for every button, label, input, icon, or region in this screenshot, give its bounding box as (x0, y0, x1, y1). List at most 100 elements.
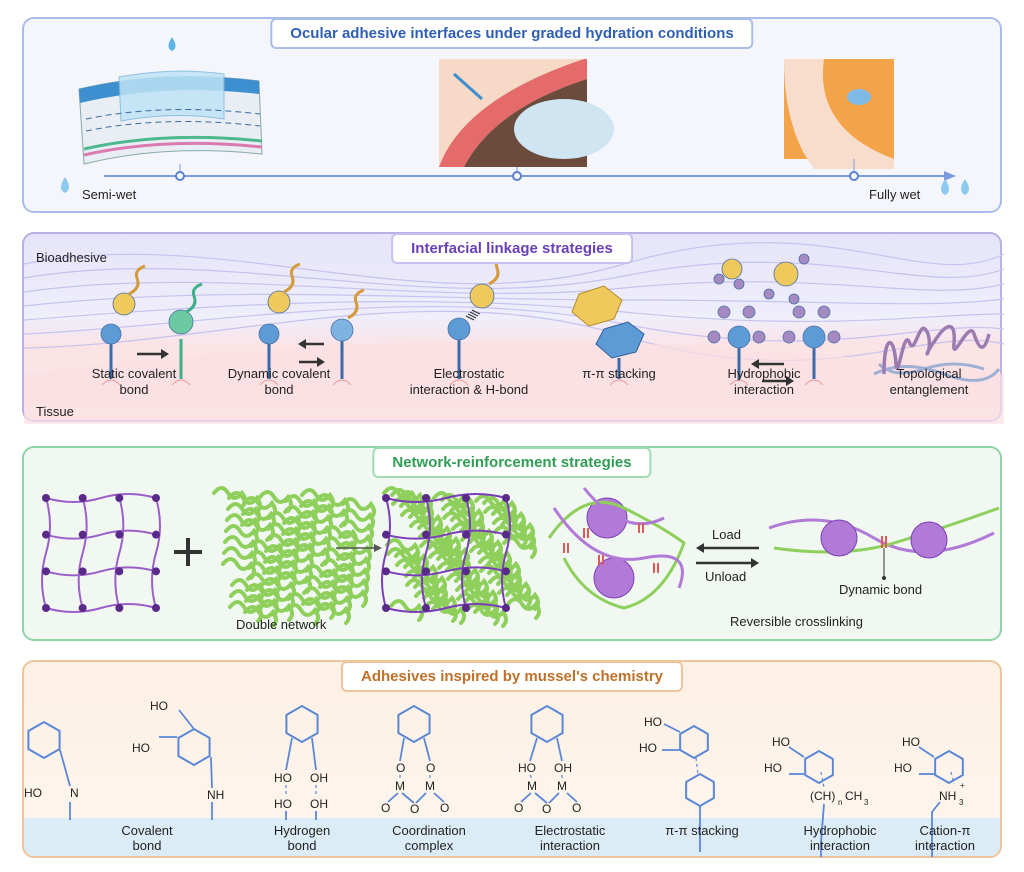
molecule-ball (112, 292, 136, 316)
polymer-coil (820, 519, 858, 557)
first-network-strand (45, 529, 157, 540)
molecule-ball (802, 325, 826, 349)
crosslink-node (152, 494, 160, 502)
chem-label-o: O (396, 761, 406, 775)
crosslink-node (502, 530, 510, 539)
polymer-chain (242, 496, 277, 519)
crosslink-node (78, 530, 87, 539)
polymer-chain (315, 493, 350, 516)
interaction-label-l1: π-π stacking (665, 823, 739, 838)
aromatic-ring (571, 285, 623, 327)
chem-label-ho: HO (150, 699, 168, 713)
polymer-chain (298, 510, 333, 533)
polymer-chain (296, 532, 331, 555)
polymer-chain (240, 518, 275, 541)
molecule-ball (713, 273, 725, 285)
timeline-node (512, 171, 522, 181)
benzene-ring (285, 704, 319, 744)
tissue-anchor (804, 379, 824, 386)
tissue-label: Tissue (36, 404, 74, 419)
polymer-strand (24, 310, 1004, 361)
crosslink-node (502, 494, 510, 502)
molecule-ball (330, 318, 354, 342)
benzene-ring (934, 749, 964, 785)
bond-line (820, 803, 825, 843)
polymer-chain (241, 507, 276, 530)
polymer-chain (487, 566, 522, 589)
polymer-chain (477, 546, 512, 569)
crosslink-node (152, 604, 160, 612)
arrow-head (161, 349, 169, 359)
polymer-chain (496, 577, 531, 600)
chem-label-ho: HO (274, 771, 292, 785)
timeline-node (175, 171, 185, 181)
molecule-ball (258, 323, 280, 345)
polymer-chain (337, 541, 372, 564)
chem-label-o: O (542, 802, 552, 816)
dynamic-bond-mark (563, 543, 569, 553)
crosslink-node (42, 567, 50, 576)
interpenetrated-network-strand (385, 603, 507, 613)
bond-line (788, 746, 805, 758)
crosslink-node (382, 530, 390, 539)
strategy-label-l1: Topological (896, 366, 962, 381)
crosslink-node (462, 567, 470, 576)
interaction-label-l2: interaction (540, 838, 600, 853)
bond-line (663, 723, 681, 733)
bond-line (399, 737, 405, 762)
polymer-chain (385, 538, 420, 561)
linkage-panel: Interfacial linkage strategies Bioadhesi… (22, 232, 1004, 424)
bond-line (556, 737, 563, 762)
molecule-tail (283, 262, 301, 294)
polymer-chain (258, 490, 293, 513)
polymer-strand (24, 261, 1004, 290)
molecule-ball (469, 283, 495, 309)
interpenetrated-network-strand (461, 497, 471, 609)
retina-illustration (784, 59, 894, 169)
crosslink-node (42, 604, 50, 612)
polymer-chain (338, 530, 373, 553)
water-drop-icon (941, 179, 949, 195)
aromatic-ring (595, 321, 645, 359)
chem-label-o: O (426, 761, 436, 775)
chem-label-oh: OH (554, 761, 572, 775)
polymer-chain (243, 605, 278, 628)
strategy-label-l1: Dynamic covalent (227, 366, 331, 381)
tissue-anchor (171, 379, 191, 386)
chem-label-nh: NH (207, 788, 225, 802)
polymer-chain (450, 513, 485, 536)
interaction-line (950, 771, 955, 785)
polymer-chain (464, 594, 499, 617)
molecule-tail (128, 264, 146, 296)
dynamic-bond-mark (653, 563, 659, 573)
double-network-label: Double network (236, 617, 327, 632)
hydration-illustration (61, 37, 969, 195)
chem-label-ch3: CH (845, 789, 863, 803)
first-network-strand (45, 603, 157, 613)
polymer-chain (506, 597, 541, 620)
molecule-ball (827, 330, 841, 344)
dynamic-bond-mark (583, 528, 589, 538)
interaction-line (529, 774, 533, 780)
bond-line (520, 792, 532, 803)
arrow-head (374, 544, 382, 552)
chemical-structures (27, 704, 964, 857)
interaction-label-l2: interaction (915, 838, 975, 853)
chem-superscript: + (960, 781, 965, 790)
bond-line (401, 792, 415, 804)
polymer-chain (459, 524, 494, 547)
strategy-label-l1: Static covalent (91, 366, 177, 381)
strategy-label-l1: π-π stacking (582, 366, 656, 381)
crosslink-node (152, 530, 160, 539)
benzene-ring (685, 772, 715, 808)
substrate-band (24, 818, 1000, 856)
interaction-label-l2: complex (404, 838, 454, 853)
chem-label-ch: (CH) (810, 789, 836, 803)
bond-line (415, 792, 427, 804)
polymer-chain (334, 574, 369, 597)
tissue-anchor (609, 379, 629, 386)
chem-label-ho: HO (644, 715, 662, 729)
chem-label-m: M (527, 779, 537, 793)
chem-label-ho: HO (132, 741, 150, 755)
chem-label-ho: HO (639, 741, 657, 755)
